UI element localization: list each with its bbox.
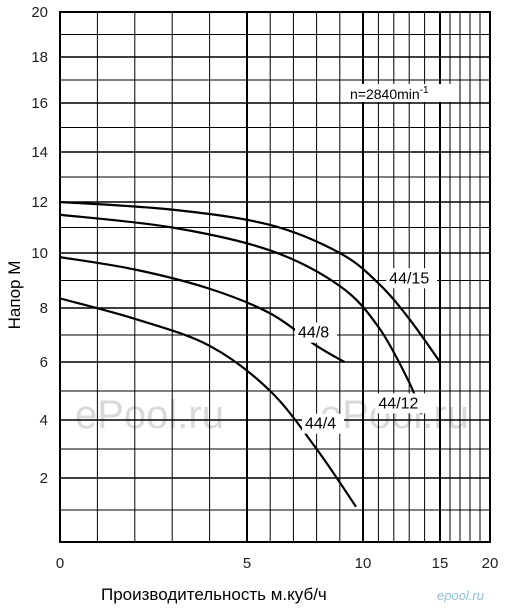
x-tick-label: 15 — [432, 555, 449, 572]
curve-label-background — [295, 322, 338, 343]
y-tick-label: 6 — [40, 354, 48, 371]
x-tick-label: 20 — [482, 555, 499, 572]
watermark-logo: epool.ru — [437, 588, 484, 603]
tick-labels: 0 5 10 15 20 2 4 6 8 10 12 14 16 18 20 — [31, 4, 498, 572]
grid — [60, 12, 490, 542]
annotation-background — [347, 84, 453, 102]
watermark-edge: u — [0, 393, 2, 437]
y-tick-label: 2 — [40, 470, 48, 487]
x-tick-label: 5 — [243, 555, 251, 572]
y-tick-label: 12 — [31, 194, 48, 211]
curve-label-background — [302, 413, 344, 434]
curve-44-12 — [59, 213, 423, 415]
curve-44-8 — [59, 256, 345, 363]
curve-label-background — [386, 268, 438, 289]
curve-label-44-4: 44/4 — [305, 416, 336, 433]
watermark-left: ePool.ru — [75, 393, 224, 437]
curve-44-4 — [59, 297, 357, 508]
x-tick-label: 10 — [355, 555, 372, 572]
y-tick-label: 8 — [40, 300, 48, 317]
y-axis-title: Напор М — [5, 261, 24, 330]
x-axis-title: Производительность м.куб/ч — [101, 585, 327, 604]
curve-label-44-15: 44/15 — [389, 270, 429, 287]
annotation-superscript: -1 — [420, 85, 429, 96]
y-tick-label: 4 — [40, 412, 48, 429]
plot-frame — [59, 11, 491, 543]
annotation-text: n=2840min — [350, 86, 420, 102]
curve-label-44-8: 44/8 — [298, 325, 329, 342]
svg-text:n=2840min-1: n=2840min-1 — [350, 85, 429, 102]
curves — [59, 200, 441, 508]
plot-border — [59, 11, 491, 543]
curve-label-44-12: 44/12 — [378, 395, 418, 412]
curve-label-background — [375, 393, 427, 414]
y-tick-label: 18 — [31, 49, 48, 66]
y-tick-label: 16 — [31, 95, 48, 112]
annotation-speed: n=2840min-1 — [347, 84, 453, 102]
y-tick-label: 10 — [31, 245, 48, 262]
y-tick-label: 20 — [31, 4, 48, 21]
curve-labels: 44/4 44/8 44/12 44/15 — [295, 268, 438, 434]
y-tick-label: 14 — [31, 144, 48, 161]
curve-44-15 — [59, 200, 441, 363]
x-tick-label: 0 — [56, 555, 64, 572]
